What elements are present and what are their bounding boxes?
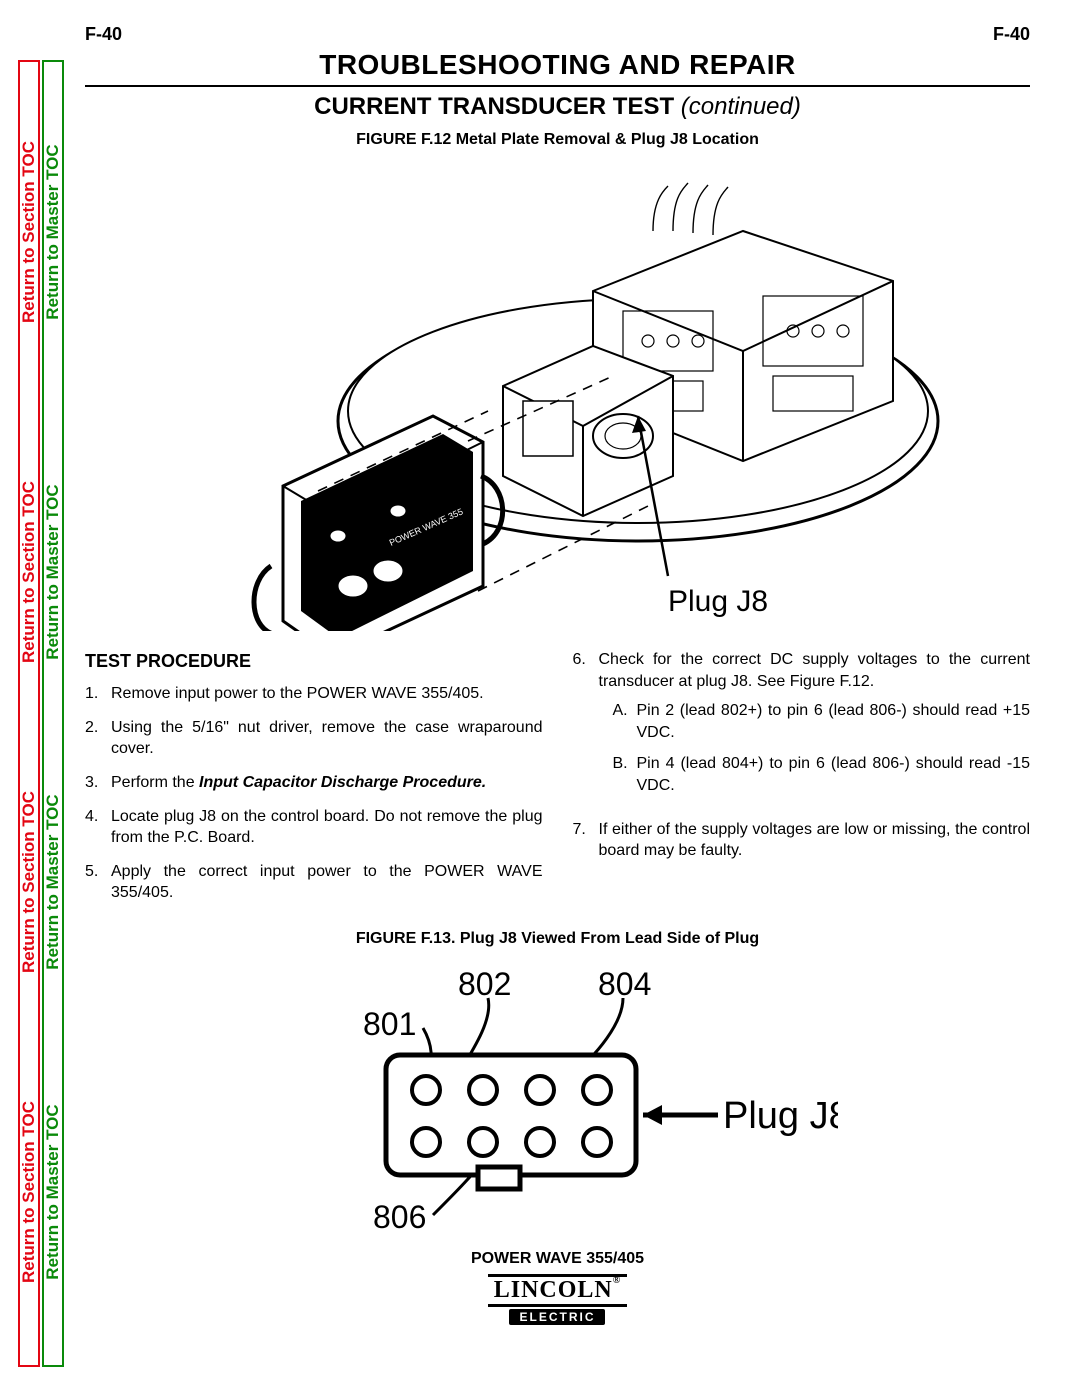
pin-label-802: 802 bbox=[458, 966, 511, 1002]
subtitle-continued: (continued) bbox=[681, 93, 801, 120]
procedure-step: 4.Locate plug J8 on the control board. D… bbox=[85, 806, 543, 849]
figure1: POWER WAVE 355 Plug J8 bbox=[168, 161, 948, 631]
procedure-step: 5.Apply the correct input power to the P… bbox=[85, 861, 543, 904]
procedure-substep: B.Pin 4 (lead 804+) to pin 6 (lead 806-)… bbox=[599, 753, 1031, 796]
page-code-right: F-40 bbox=[993, 24, 1030, 45]
procedure-substep: A.Pin 2 (lead 802+) to pin 6 (lead 806-)… bbox=[599, 700, 1031, 743]
procedure-left-col: TEST PROCEDURE 1.Remove input power to t… bbox=[85, 649, 543, 916]
procedure-step: 1.Remove input power to the POWER WAVE 3… bbox=[85, 683, 543, 705]
pin-label-801: 801 bbox=[363, 1006, 416, 1042]
procedure-right-col: 6.Check for the correct DC supply voltag… bbox=[573, 649, 1031, 916]
procedure-list-left: 1.Remove input power to the POWER WAVE 3… bbox=[85, 683, 543, 904]
procedure-columns: TEST PROCEDURE 1.Remove input power to t… bbox=[85, 649, 1030, 916]
figure2: 802 804 801 806 Pl bbox=[278, 960, 838, 1240]
master-toc-strip: Return to Master TOC Return to Master TO… bbox=[42, 60, 64, 1367]
page-footer: POWER WAVE 355/405 LINCOLN® ELECTRIC bbox=[85, 1250, 1030, 1326]
pin-label-804: 804 bbox=[598, 966, 651, 1002]
page-code-left: F-40 bbox=[85, 24, 122, 45]
section-toc-link[interactable]: Return to Section TOC bbox=[19, 141, 39, 323]
master-toc-link[interactable]: Return to Master TOC bbox=[43, 144, 63, 319]
figure2-svg: 802 804 801 806 Pl bbox=[278, 960, 838, 1240]
procedure-step: 2.Using the 5/16" nut driver, remove the… bbox=[85, 717, 543, 760]
procedure-heading: TEST PROCEDURE bbox=[85, 649, 543, 673]
logo-top: LINCOLN® bbox=[488, 1274, 628, 1307]
figure1-callout: Plug J8 bbox=[668, 585, 768, 618]
page-subtitle: CURRENT TRANSDUCER TEST (continued) bbox=[85, 93, 1030, 121]
section-toc-strip: Return to Section TOC Return to Section … bbox=[18, 60, 40, 1367]
master-toc-link[interactable]: Return to Master TOC bbox=[43, 484, 63, 659]
brand-logo: LINCOLN® ELECTRIC bbox=[488, 1274, 628, 1326]
figure2-caption: FIGURE F.13. Plug J8 Viewed From Lead Si… bbox=[85, 930, 1030, 948]
procedure-step: 3.Perform the Input Capacitor Discharge … bbox=[85, 772, 543, 794]
master-toc-link[interactable]: Return to Master TOC bbox=[43, 794, 63, 969]
page-content: F-40 F-40 TROUBLESHOOTING AND REPAIR CUR… bbox=[85, 24, 1030, 1377]
header-row: F-40 F-40 bbox=[85, 24, 1030, 45]
figure1-caption: FIGURE F.12 Metal Plate Removal & Plug J… bbox=[85, 131, 1030, 149]
title-rule bbox=[85, 85, 1030, 87]
figure2-label: Plug J8 bbox=[723, 1095, 838, 1137]
procedure-step: 7.If either of the supply voltages are l… bbox=[573, 819, 1031, 862]
subtitle-strong: CURRENT TRANSDUCER TEST bbox=[314, 93, 681, 120]
master-toc-link[interactable]: Return to Master TOC bbox=[43, 1104, 63, 1279]
section-toc-link[interactable]: Return to Section TOC bbox=[19, 481, 39, 663]
section-toc-link[interactable]: Return to Section TOC bbox=[19, 1101, 39, 1283]
page-title: TROUBLESHOOTING AND REPAIR bbox=[85, 49, 1030, 81]
section-toc-link[interactable]: Return to Section TOC bbox=[19, 791, 39, 973]
figure1-svg: POWER WAVE 355 Plug J8 bbox=[168, 161, 948, 631]
procedure-step: 6.Check for the correct DC supply voltag… bbox=[573, 649, 1031, 807]
toc-sidebar: Return to Section TOC Return to Section … bbox=[18, 60, 66, 1367]
model-label: POWER WAVE 355/405 bbox=[85, 1250, 1030, 1268]
procedure-list-right: 6.Check for the correct DC supply voltag… bbox=[573, 649, 1031, 862]
logo-bottom: ELECTRIC bbox=[509, 1309, 605, 1325]
pin-label-806: 806 bbox=[373, 1199, 426, 1235]
